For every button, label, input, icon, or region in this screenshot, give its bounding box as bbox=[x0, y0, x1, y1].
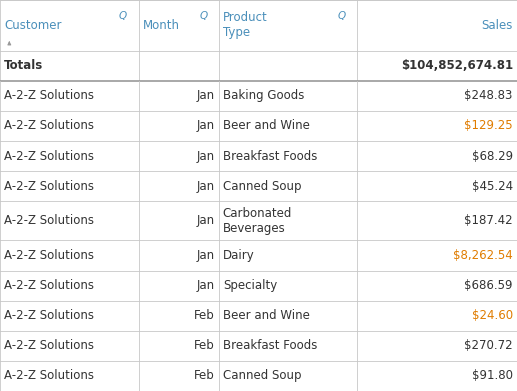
Text: A-2-Z Solutions: A-2-Z Solutions bbox=[4, 339, 94, 352]
Text: $68.29: $68.29 bbox=[472, 149, 513, 163]
Text: $104,852,674.81: $104,852,674.81 bbox=[401, 59, 513, 72]
Text: A-2-Z Solutions: A-2-Z Solutions bbox=[4, 249, 94, 262]
Text: Specialty: Specialty bbox=[223, 279, 277, 292]
Text: $129.25: $129.25 bbox=[464, 119, 513, 133]
Text: Jan: Jan bbox=[196, 119, 215, 133]
Text: Jan: Jan bbox=[196, 214, 215, 227]
Text: Carbonated
Beverages: Carbonated Beverages bbox=[223, 207, 292, 235]
Text: Beer and Wine: Beer and Wine bbox=[223, 309, 310, 322]
Text: Q: Q bbox=[199, 11, 207, 21]
Text: A-2-Z Solutions: A-2-Z Solutions bbox=[4, 119, 94, 133]
Text: Jan: Jan bbox=[196, 249, 215, 262]
Text: Feb: Feb bbox=[194, 339, 215, 352]
Text: A-2-Z Solutions: A-2-Z Solutions bbox=[4, 279, 94, 292]
Text: Canned Soup: Canned Soup bbox=[223, 179, 301, 193]
Text: Breakfast Foods: Breakfast Foods bbox=[223, 339, 317, 352]
Text: $45.24: $45.24 bbox=[472, 179, 513, 193]
Text: Jan: Jan bbox=[196, 279, 215, 292]
Text: Product
Type: Product Type bbox=[223, 11, 268, 39]
Text: Jan: Jan bbox=[196, 149, 215, 163]
Text: Jan: Jan bbox=[196, 89, 215, 102]
Text: Beer and Wine: Beer and Wine bbox=[223, 119, 310, 133]
Text: A-2-Z Solutions: A-2-Z Solutions bbox=[4, 309, 94, 322]
Text: $24.60: $24.60 bbox=[472, 309, 513, 322]
Text: Feb: Feb bbox=[194, 369, 215, 382]
Text: Customer: Customer bbox=[4, 19, 62, 32]
Text: Feb: Feb bbox=[194, 309, 215, 322]
Text: $187.42: $187.42 bbox=[464, 214, 513, 227]
Text: Q: Q bbox=[119, 11, 127, 21]
Text: Sales: Sales bbox=[481, 19, 513, 32]
Text: Jan: Jan bbox=[196, 179, 215, 193]
Text: Baking Goods: Baking Goods bbox=[223, 89, 304, 102]
Text: $91.80: $91.80 bbox=[472, 369, 513, 382]
Text: A-2-Z Solutions: A-2-Z Solutions bbox=[4, 214, 94, 227]
Text: $248.83: $248.83 bbox=[464, 89, 513, 102]
Text: Breakfast Foods: Breakfast Foods bbox=[223, 149, 317, 163]
Text: A-2-Z Solutions: A-2-Z Solutions bbox=[4, 149, 94, 163]
Text: A-2-Z Solutions: A-2-Z Solutions bbox=[4, 89, 94, 102]
Text: Month: Month bbox=[143, 19, 180, 32]
Text: Canned Soup: Canned Soup bbox=[223, 369, 301, 382]
Text: $8,262.54: $8,262.54 bbox=[453, 249, 513, 262]
Text: A-2-Z Solutions: A-2-Z Solutions bbox=[4, 179, 94, 193]
Text: Dairy: Dairy bbox=[223, 249, 254, 262]
Text: $686.59: $686.59 bbox=[464, 279, 513, 292]
Text: Totals: Totals bbox=[4, 59, 43, 72]
Text: A-2-Z Solutions: A-2-Z Solutions bbox=[4, 369, 94, 382]
Text: Q: Q bbox=[338, 11, 346, 21]
Text: $270.72: $270.72 bbox=[464, 339, 513, 352]
